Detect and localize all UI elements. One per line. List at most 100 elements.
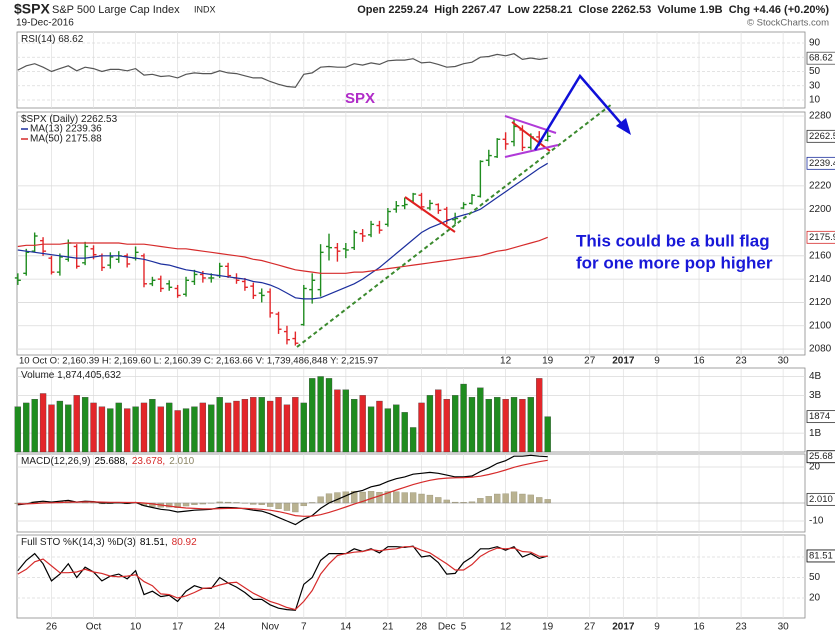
volume-bar — [199, 402, 207, 453]
end-label-box — [806, 129, 835, 143]
series-line — [17, 459, 548, 517]
macd-histogram — [494, 493, 501, 504]
x-tick-label: 19 — [542, 622, 554, 633]
y-tick-label: 2280 — [809, 111, 832, 122]
x-tick-label: 12 — [500, 622, 512, 633]
panel-title-text: Volume 1,874,405,632 — [21, 370, 122, 381]
panel-title-text: Full STO %K(14,3) %D(3) — [21, 537, 136, 548]
x-tick-label: 16 — [693, 622, 705, 633]
volume-bar — [107, 408, 114, 453]
panel-title-text: MACD(12,26,9) — [21, 456, 90, 467]
panel-frame — [16, 534, 806, 619]
x-tick-label: 14 — [340, 622, 352, 633]
x-tick-label: 10 — [130, 622, 142, 633]
y-tick-label: 1B — [809, 428, 822, 439]
volume-bar — [23, 402, 30, 453]
x-tick-label: 17 — [172, 622, 184, 633]
macd-histogram — [527, 494, 534, 504]
x-tick-label: 26 — [46, 622, 58, 633]
y-tick-label: 2100 — [809, 320, 832, 331]
y-tick-label: 50 — [809, 66, 821, 77]
x-tick-label: 16 — [693, 356, 705, 367]
macd-histogram — [409, 492, 417, 504]
volume-bar — [527, 397, 534, 453]
macd-histogram — [519, 493, 526, 504]
volume-bar — [283, 404, 291, 453]
y-tick-label: 4B — [809, 371, 822, 382]
volume-bar — [351, 398, 358, 453]
x-tick-label: Oct — [86, 622, 102, 633]
macd-histogram — [485, 496, 492, 504]
flag-line — [404, 196, 456, 233]
volume-bar — [536, 378, 543, 453]
volume-bar — [452, 395, 459, 453]
volume-bar — [393, 404, 400, 453]
volume-bar — [166, 402, 173, 453]
macd-histogram — [367, 491, 375, 504]
volume-bar — [48, 404, 55, 453]
y-tick-label: 30 — [809, 80, 821, 91]
volume-bar — [140, 402, 148, 453]
y-tick-label: 20 — [809, 462, 821, 473]
y-tick-label: 10 — [809, 95, 821, 106]
end-label-text: 2239.4 — [809, 158, 835, 169]
y-tick-label: 2140 — [809, 274, 832, 285]
end-label: 25.68 — [806, 450, 835, 464]
pennant-line — [504, 144, 559, 158]
arrow-head — [616, 118, 631, 135]
end-label-box — [806, 450, 835, 464]
legend-entry: MA(50) 2175.88 — [30, 134, 102, 145]
volume-bar — [443, 398, 450, 453]
volume-bar — [376, 400, 383, 453]
y-tick-label: 90 — [809, 38, 821, 49]
end-label-box — [806, 492, 835, 506]
quote: Open 2259.24 High 2267.47 Low 2258.21 Cl… — [357, 4, 829, 16]
macd-histogram — [334, 492, 341, 504]
volume-bar — [435, 389, 442, 453]
volume-bar — [384, 408, 392, 453]
x-tick-label: 19 — [542, 356, 554, 367]
y-tick-label: 20 — [809, 593, 821, 604]
x-tick-label: Dec — [438, 622, 456, 633]
y-tick-label: 2200 — [809, 204, 832, 215]
end-label: 81.51 — [806, 549, 835, 563]
x-tick-label: 23 — [736, 622, 748, 633]
volume-bar — [401, 412, 408, 453]
volume-bar — [468, 397, 476, 453]
macd-histogram — [342, 491, 349, 504]
volume-bar — [502, 398, 509, 453]
volume-bar — [39, 393, 47, 453]
macd-histogram — [376, 492, 383, 504]
volume-bar — [477, 387, 484, 453]
macd-histogram — [477, 498, 484, 504]
end-label: 2.010 — [806, 492, 835, 506]
panel-title-text: $SPX (Daily) 2262.53 — [21, 114, 118, 125]
series-line — [17, 236, 548, 274]
panel-title: MACD(12,26,9) 25.688, 23.678, 2.010 — [21, 456, 195, 467]
volume-bar — [233, 400, 240, 453]
end-label: 2239.4 — [806, 156, 835, 170]
x-tick-label: 2017 — [612, 622, 635, 633]
volume-bar — [325, 378, 333, 453]
volume-bar — [367, 406, 375, 453]
y-tick-label: 2160 — [809, 250, 832, 261]
x-tick-label: 30 — [778, 622, 790, 633]
end-label-text: 81.51 — [809, 550, 833, 561]
volume-bar — [359, 395, 366, 453]
end-label-text: 1874 — [809, 411, 830, 422]
macd-histogram — [182, 502, 190, 507]
volume-bar — [90, 402, 97, 453]
volume-bar — [31, 398, 38, 453]
volume-bar — [132, 406, 139, 453]
volume-bar — [124, 408, 131, 453]
macd-histogram — [435, 497, 442, 504]
volume-bar — [418, 402, 425, 453]
volume-bar — [224, 402, 232, 453]
macd-histogram — [536, 497, 543, 504]
x-tick-label: 28 — [416, 622, 428, 633]
volume-bar — [174, 410, 181, 453]
end-label-box — [806, 549, 835, 563]
trend-line — [296, 103, 613, 348]
index-name: S&P 500 Large Cap Index — [52, 4, 180, 16]
